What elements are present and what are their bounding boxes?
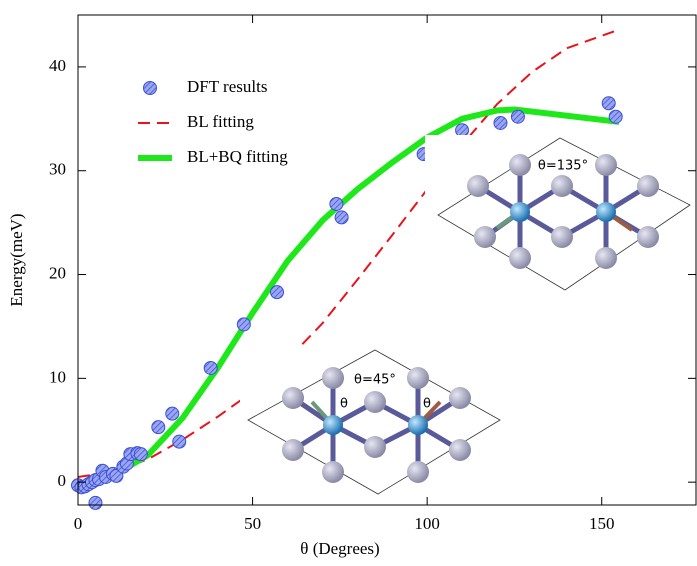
inset-135: θ=135° — [425, 135, 695, 295]
data-point — [601, 96, 616, 111]
inset-label: θ=135° — [538, 159, 588, 174]
data-point — [165, 406, 180, 421]
inset-label: θ=45° — [354, 373, 396, 388]
data-point — [493, 115, 508, 130]
y-tick-label: 0 — [58, 471, 67, 490]
data-point — [109, 468, 124, 483]
plot-frame — [77, 14, 697, 506]
data-point — [203, 360, 218, 375]
data-point — [608, 109, 623, 124]
x-tick-label: 0 — [74, 514, 83, 533]
plot-area: DFT results BL fitting BL+BQ fitting — [71, 28, 623, 510]
legend-label: DFT results — [187, 77, 267, 96]
y-tick-label: 40 — [49, 56, 66, 75]
data-point — [88, 495, 103, 510]
data-point — [133, 447, 148, 462]
data-point — [510, 109, 525, 124]
y-tick-label: 20 — [49, 263, 66, 282]
overlay: 0 50 100 150 0 10 20 30 40 — [49, 14, 697, 533]
data-point — [270, 285, 285, 300]
y-tick-label: 30 — [49, 160, 66, 179]
data-point — [236, 317, 251, 332]
legend-label: BL fitting — [187, 112, 254, 131]
data-point — [455, 123, 470, 138]
x-tick-label: 100 — [414, 514, 440, 533]
data-line — [77, 28, 620, 478]
data-point — [151, 420, 166, 435]
data-point — [334, 210, 349, 225]
inset-45: θ=45° θ θ — [240, 345, 515, 500]
y-axis-label: Energy(meV) — [7, 213, 26, 306]
y-tick-label: 10 — [49, 367, 66, 386]
angle-label: θ — [423, 397, 431, 412]
x-tick-label: 50 — [244, 514, 261, 533]
data-point — [329, 196, 344, 211]
x-axis-label: θ (Degrees) — [300, 539, 379, 558]
angle-label: θ — [340, 397, 348, 412]
legend-label: BL+BQ fitting — [187, 147, 288, 166]
x-tick-label: 150 — [589, 514, 615, 533]
data-point — [172, 434, 187, 449]
data-line — [77, 106, 620, 489]
legend-marker — [143, 81, 157, 95]
